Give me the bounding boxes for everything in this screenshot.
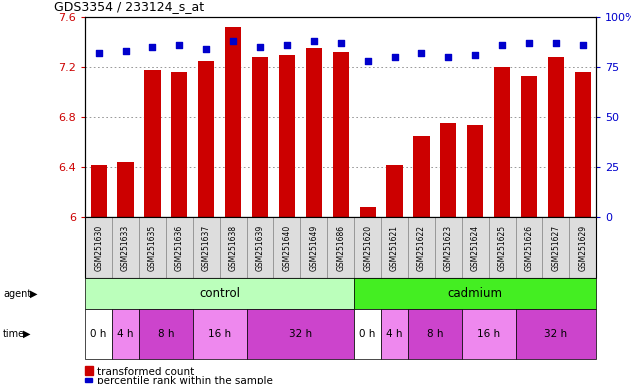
Text: 8 h: 8 h bbox=[427, 329, 443, 339]
Text: cadmium: cadmium bbox=[448, 287, 503, 300]
Text: 0 h: 0 h bbox=[90, 329, 107, 339]
Point bbox=[255, 44, 265, 50]
Text: GSM251636: GSM251636 bbox=[175, 225, 184, 271]
Text: GSM251622: GSM251622 bbox=[417, 225, 426, 271]
Text: GSM251649: GSM251649 bbox=[309, 225, 318, 271]
Bar bbox=[440, 123, 456, 217]
Text: GSM251640: GSM251640 bbox=[283, 225, 292, 271]
Point bbox=[551, 40, 561, 46]
Bar bbox=[225, 27, 241, 217]
Point bbox=[336, 40, 346, 46]
Point bbox=[309, 38, 319, 44]
Text: GSM251686: GSM251686 bbox=[336, 225, 345, 271]
Point bbox=[416, 50, 427, 56]
Bar bbox=[171, 72, 187, 217]
Text: GSM251627: GSM251627 bbox=[551, 225, 560, 271]
Point bbox=[121, 48, 131, 54]
Point bbox=[228, 38, 238, 44]
Bar bbox=[117, 162, 134, 217]
Text: 32 h: 32 h bbox=[289, 329, 312, 339]
Bar bbox=[521, 76, 537, 217]
Text: 32 h: 32 h bbox=[545, 329, 567, 339]
Text: GSM251626: GSM251626 bbox=[524, 225, 534, 271]
Bar bbox=[91, 165, 107, 217]
Text: GSM251639: GSM251639 bbox=[256, 225, 264, 271]
Text: ▶: ▶ bbox=[23, 329, 31, 339]
Point bbox=[148, 44, 158, 50]
Bar bbox=[575, 72, 591, 217]
Text: transformed count: transformed count bbox=[97, 367, 194, 377]
Text: GSM251633: GSM251633 bbox=[121, 225, 130, 271]
Text: percentile rank within the sample: percentile rank within the sample bbox=[97, 376, 273, 384]
Text: 4 h: 4 h bbox=[386, 329, 403, 339]
Point bbox=[282, 42, 292, 48]
Text: GSM251625: GSM251625 bbox=[498, 225, 507, 271]
Point bbox=[389, 54, 399, 60]
Text: GSM251630: GSM251630 bbox=[94, 225, 103, 271]
Bar bbox=[548, 57, 564, 217]
Bar bbox=[386, 165, 403, 217]
Bar bbox=[413, 136, 430, 217]
Point bbox=[578, 42, 588, 48]
Text: GSM251629: GSM251629 bbox=[579, 225, 587, 271]
Bar bbox=[333, 52, 349, 217]
Bar bbox=[252, 57, 268, 217]
Text: GSM251620: GSM251620 bbox=[363, 225, 372, 271]
Point bbox=[174, 42, 184, 48]
Text: GSM251638: GSM251638 bbox=[228, 225, 238, 271]
Point bbox=[201, 46, 211, 52]
Point bbox=[93, 50, 103, 56]
Text: GSM251624: GSM251624 bbox=[471, 225, 480, 271]
Text: GDS3354 / 233124_s_at: GDS3354 / 233124_s_at bbox=[54, 0, 204, 13]
Text: GSM251637: GSM251637 bbox=[202, 225, 211, 271]
Point bbox=[444, 54, 454, 60]
Text: GSM251635: GSM251635 bbox=[148, 225, 157, 271]
Text: 0 h: 0 h bbox=[360, 329, 376, 339]
Text: GSM251621: GSM251621 bbox=[390, 225, 399, 271]
Bar bbox=[144, 70, 160, 217]
Text: 16 h: 16 h bbox=[477, 329, 500, 339]
Text: control: control bbox=[199, 287, 240, 300]
Point bbox=[363, 58, 373, 64]
Bar bbox=[360, 207, 375, 217]
Bar bbox=[467, 124, 483, 217]
Point bbox=[470, 52, 480, 58]
Text: agent: agent bbox=[3, 289, 32, 299]
Point bbox=[524, 40, 534, 46]
Bar bbox=[306, 48, 322, 217]
Text: 16 h: 16 h bbox=[208, 329, 231, 339]
Text: 8 h: 8 h bbox=[158, 329, 174, 339]
Point bbox=[497, 42, 507, 48]
Bar bbox=[198, 61, 215, 217]
Bar bbox=[279, 55, 295, 217]
Text: time: time bbox=[3, 329, 25, 339]
Text: 4 h: 4 h bbox=[117, 329, 134, 339]
Bar bbox=[494, 67, 510, 217]
Text: ▶: ▶ bbox=[30, 289, 38, 299]
Text: GSM251623: GSM251623 bbox=[444, 225, 453, 271]
